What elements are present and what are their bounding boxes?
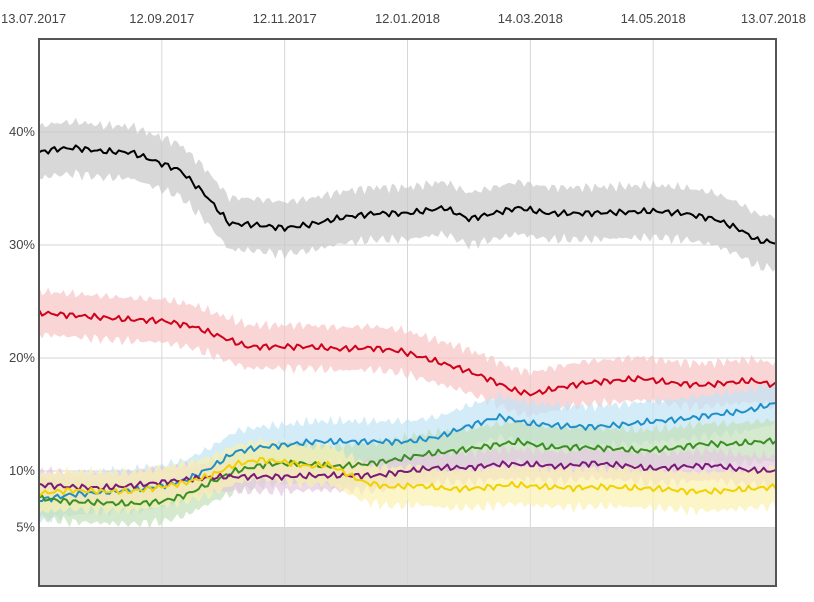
x-tick-label: 13.07.2017 [1,11,66,26]
x-tick-label: 13.07.2018 [741,11,806,26]
y-tick-label: 5% [16,520,35,535]
y-tick-label: 10% [9,463,35,478]
y-axis-tick-labels: 5% 10% 20% 30% 40% [9,124,35,535]
x-tick-label: 14.05.2018 [621,11,686,26]
confidence-band-black [39,117,776,272]
x-tick-label: 12.09.2017 [129,11,194,26]
plot-border [38,38,777,587]
series-lines [38,144,777,507]
confidence-bands [39,117,776,529]
series-line-green [38,437,777,507]
series-line-purple [38,460,777,492]
confidence-band-yellow [39,436,776,516]
x-axis-tick-labels: 13.07.2017 12.09.2017 12.11.2017 12.01.2… [1,11,806,26]
x-tick-label: 14.03.2018 [498,11,563,26]
y-tick-label: 30% [9,237,35,252]
series-line-yellow [38,456,777,498]
series-line-blue [38,402,777,503]
plot-frame [38,38,777,587]
series-line-red [38,309,777,397]
confidence-band-red [39,285,776,417]
series-line-black [38,144,777,245]
x-tick-label: 12.11.2017 [253,11,317,26]
y-tick-label: 40% [9,124,35,139]
x-tick-label: 12.01.2018 [375,11,440,26]
y-tick-label: 20% [9,350,35,365]
